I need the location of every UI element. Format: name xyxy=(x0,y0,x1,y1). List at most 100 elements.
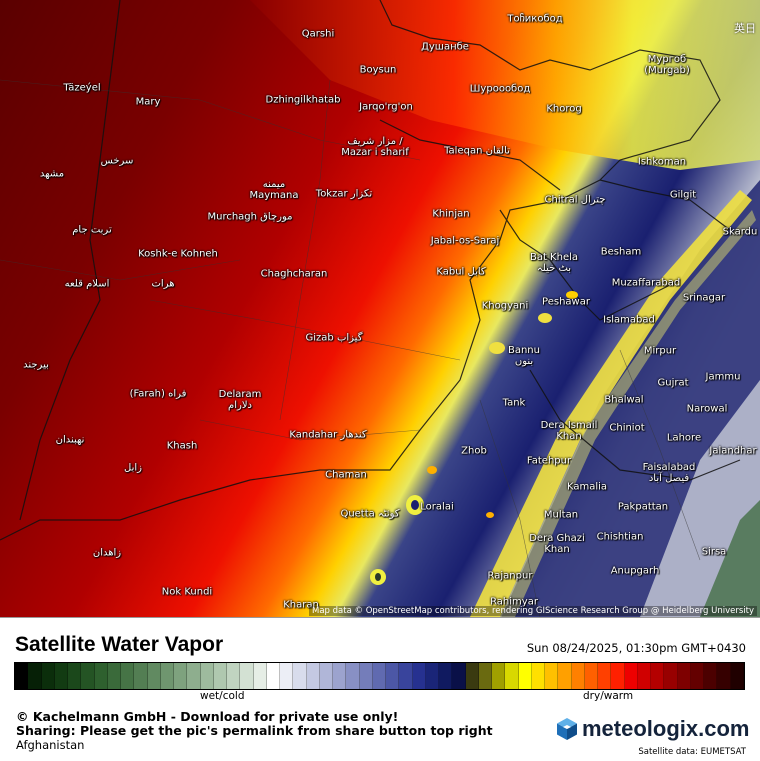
logo-text: meteologix.com xyxy=(582,716,750,741)
colorbar-swatch xyxy=(478,663,492,689)
colorbar-label-right: dry/warm xyxy=(583,690,634,702)
meteologix-logo[interactable]: meteologix.com xyxy=(556,716,749,742)
colorbar-swatch xyxy=(690,663,704,689)
place-label: Tokzar تکزار xyxy=(315,188,373,200)
copyright-notice: © Kachelmann GmbH - Download for private… xyxy=(16,709,399,724)
place-label: (Farah) فراه xyxy=(129,388,187,400)
place-label: Mary xyxy=(135,96,161,108)
place-label: تربت جام xyxy=(72,224,112,236)
colorbar-swatch xyxy=(306,663,320,689)
place-label: Chiniot xyxy=(609,422,645,434)
place-label: Pakpattan xyxy=(617,501,669,513)
colorbar-swatch xyxy=(333,663,347,689)
place-label: Boysun xyxy=(359,64,397,76)
place-label: Jammu xyxy=(705,371,741,383)
place-label: Dzhingilkhatab xyxy=(265,94,341,106)
colorbar-swatch xyxy=(253,663,267,689)
region-name: Afghanistan xyxy=(16,738,85,752)
colorbar-swatch xyxy=(266,663,280,689)
place-label: Kandahar کندهار xyxy=(289,429,367,441)
colorbar-swatch xyxy=(717,663,731,689)
colorbar-swatch xyxy=(359,663,373,689)
colorbar-swatch xyxy=(465,663,479,689)
colorbar-swatch xyxy=(121,663,135,689)
colorbar-swatch xyxy=(134,663,148,689)
colorbar-swatch xyxy=(704,663,718,689)
language-icon[interactable]: 英日 xyxy=(734,22,756,35)
place-label: Kabul کابل xyxy=(436,266,486,278)
place-label: Dera Ghazi Khan xyxy=(529,533,585,555)
colorbar-swatch xyxy=(227,663,241,689)
map-attribution: Map data © OpenStreetMap contributors, r… xyxy=(309,606,757,616)
place-label: Qarshi xyxy=(301,28,335,40)
place-label: Шуроообод xyxy=(469,83,531,95)
place-label: Kharan xyxy=(283,599,319,611)
colorbar-swatch xyxy=(412,663,426,689)
place-label: Chitral چترال xyxy=(544,194,606,206)
colorbar-swatch xyxy=(439,663,453,689)
place-label: Bhalwal xyxy=(604,394,644,406)
colorbar-swatch xyxy=(531,663,545,689)
cube-logo-icon xyxy=(557,718,577,740)
colorbar-swatch xyxy=(730,663,744,689)
colorbar-swatch xyxy=(174,663,188,689)
place-label: Narowal xyxy=(686,403,728,415)
place-label: Gizab گیزاب xyxy=(305,332,363,344)
timestamp: Sun 08/24/2025, 01:30pm GMT+0430 xyxy=(526,641,746,655)
place-label: Lahore xyxy=(666,432,702,444)
place-label: Gujrat xyxy=(657,377,689,389)
colorbar-swatch xyxy=(200,663,214,689)
place-label: هرات xyxy=(151,278,175,290)
place-label: Sirsa xyxy=(701,546,727,558)
convective-cells xyxy=(370,291,578,585)
place-label: Khorog xyxy=(546,103,582,115)
place-label: Chishtian xyxy=(596,531,644,543)
place-label: مشهد xyxy=(39,168,65,180)
colorbar-swatch xyxy=(68,663,82,689)
water-vapor-image xyxy=(0,0,760,617)
colorbar-swatch xyxy=(280,663,294,689)
place-label: مزار شريف / Mazar i sharif xyxy=(341,136,409,158)
colorbar xyxy=(14,662,745,690)
colorbar-swatch xyxy=(372,663,386,689)
colorbar-swatch xyxy=(107,663,121,689)
colorbar-swatch xyxy=(15,663,29,689)
place-label: Bat Khela بٹ خیلہ xyxy=(529,252,579,274)
sharing-note: Sharing: Please get the pic's permalink … xyxy=(16,723,493,738)
place-label: اسلام قلعه xyxy=(64,278,110,290)
place-label: میمنه Maymana xyxy=(249,179,299,201)
place-label: Anupgarh xyxy=(610,565,660,577)
place-label: Srinagar xyxy=(682,292,726,304)
place-label: زابل xyxy=(124,462,142,474)
place-label: Multan xyxy=(543,509,579,521)
place-label: Jalandhar xyxy=(709,445,757,457)
colorbar-swatch xyxy=(598,663,612,689)
place-label: Muzaffarabad xyxy=(611,277,681,289)
satellite-map[interactable]: Qarshi Душанбе Тоჩикобод Boysun Шуроообо… xyxy=(0,0,760,617)
colorbar-swatch xyxy=(399,663,413,689)
colorbar-swatch xyxy=(492,663,506,689)
place-label: زاهدان xyxy=(92,547,122,559)
colorbar-swatch xyxy=(624,663,638,689)
satellite-source: Satellite data: EUMETSAT xyxy=(638,747,746,757)
colorbar-swatch xyxy=(505,663,519,689)
place-label: Bannu بنوں xyxy=(507,345,540,367)
place-label: Loralai xyxy=(420,501,454,513)
place-label: Душанбе xyxy=(421,41,469,53)
place-label: Faisalabad فیصل آباد xyxy=(642,462,696,484)
place-label: Zhob xyxy=(461,445,487,457)
place-label: Jarqo'rg'on xyxy=(359,101,413,113)
place-label: Islamabad xyxy=(603,314,655,326)
place-label: Fatehpur xyxy=(526,455,572,467)
colorbar-swatch xyxy=(571,663,585,689)
place-label: Tank xyxy=(502,397,526,409)
place-label: Khash xyxy=(166,440,198,452)
place-label: Jabal-os-Saraj xyxy=(430,235,500,247)
page-title: Satellite Water Vapor xyxy=(15,633,224,656)
place-label: سرخس xyxy=(100,155,134,167)
colorbar-swatch xyxy=(584,663,598,689)
colorbar-swatch xyxy=(346,663,360,689)
place-label: نهبندان xyxy=(55,434,85,446)
place-label: Mirpur xyxy=(643,345,677,357)
place-label: Chaman xyxy=(325,469,367,481)
